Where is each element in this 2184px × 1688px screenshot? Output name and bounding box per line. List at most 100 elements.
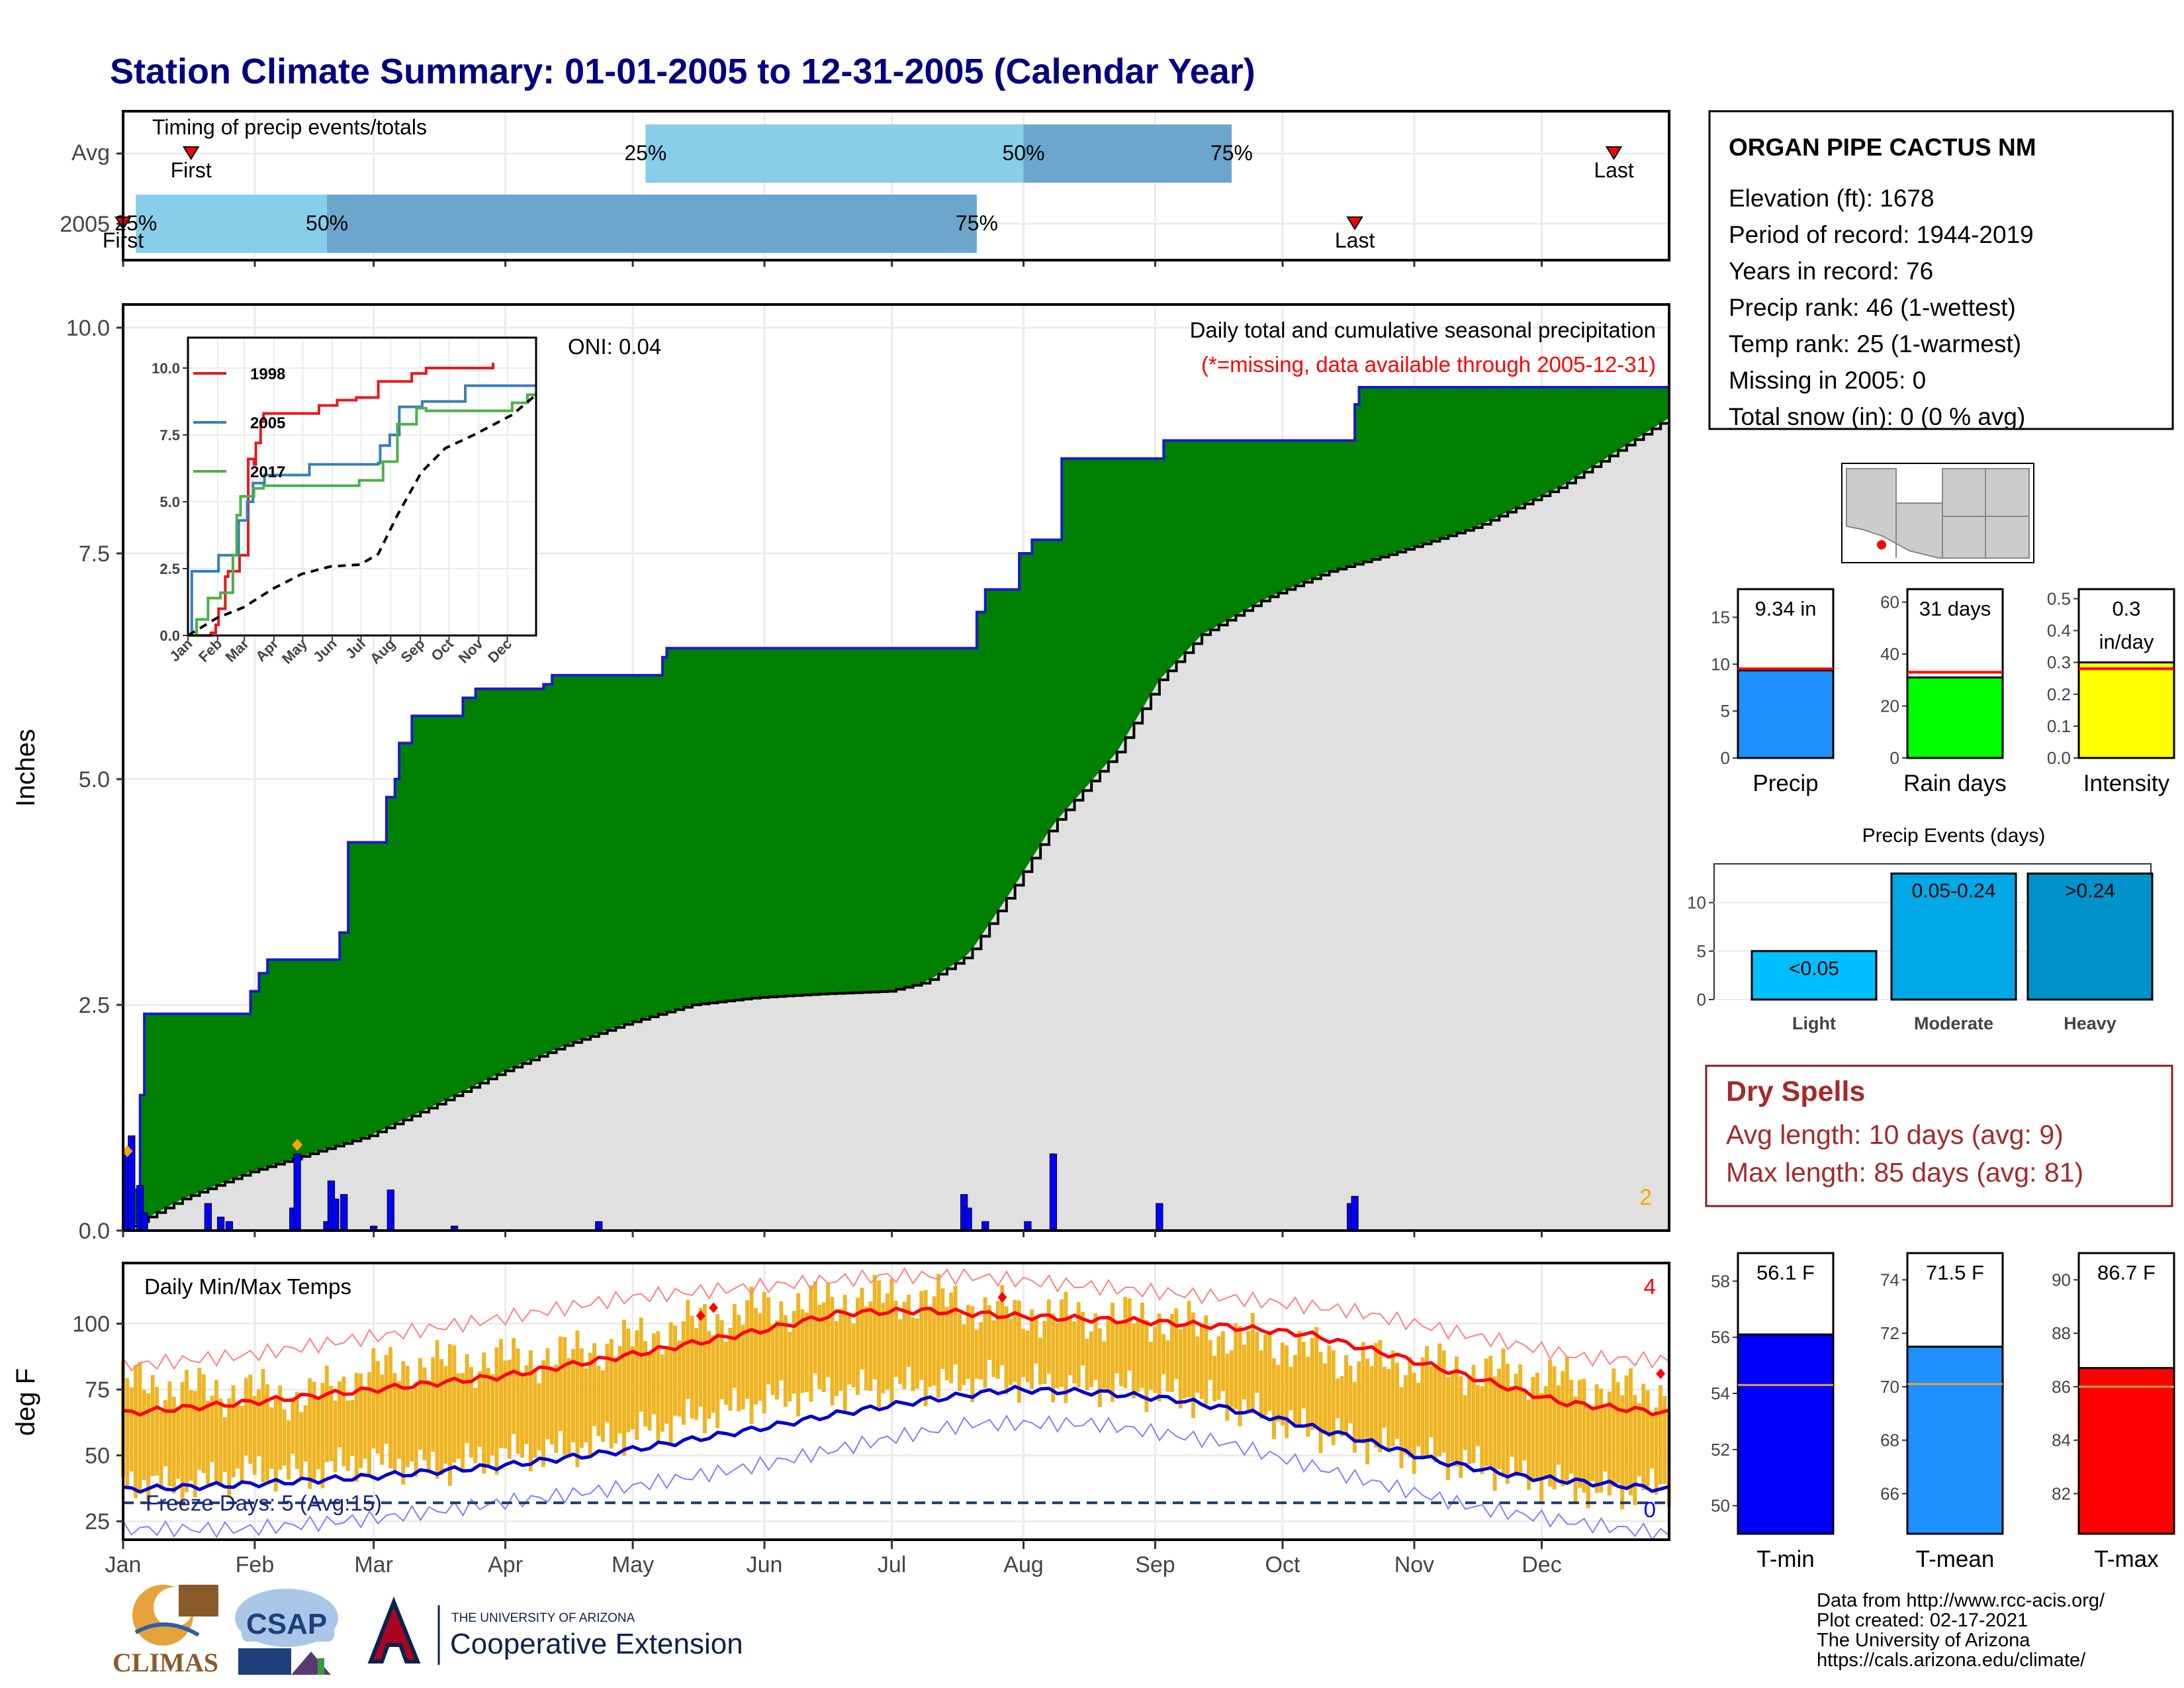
daily-temp-range-bar xyxy=(1322,1363,1327,1432)
timing-last-marker xyxy=(1346,216,1363,230)
daily-temp-range-bar xyxy=(1446,1377,1450,1480)
daily-temp-range-bar xyxy=(1637,1403,1641,1477)
mini-bar-y-tick-label: 0 xyxy=(1721,748,1730,768)
daily-temp-range-bar xyxy=(320,1382,325,1489)
daily-temp-range-bar xyxy=(1111,1303,1115,1402)
daily-temp-range-bar xyxy=(1132,1323,1136,1399)
record-high-marker xyxy=(1656,1368,1666,1380)
daily-temp-range-bar xyxy=(1191,1312,1195,1419)
inset-legend-label: 1998 xyxy=(250,365,285,383)
inset-frame xyxy=(187,336,537,637)
record-high-marker xyxy=(709,1302,719,1313)
daily-temp-range-bar xyxy=(554,1364,559,1453)
mini-bar-y-tick-label: 54 xyxy=(1711,1383,1730,1403)
timing-bar-50-75 xyxy=(1023,124,1232,183)
daily-temp-range-bar xyxy=(1510,1386,1514,1457)
precip-y-tick-label: 5.0 xyxy=(79,767,110,792)
daily-temp-range-bar xyxy=(1578,1380,1582,1488)
daily-temp-range-bar xyxy=(236,1404,240,1469)
daily-temp-range-bar xyxy=(1327,1345,1332,1437)
daily-temp-range-bar xyxy=(635,1330,639,1440)
mini-bar-category-label: Precip xyxy=(1752,771,1818,796)
freeze-days-label: Freeze Days: 5 (Avg:15) xyxy=(146,1491,382,1515)
daily-temp-range-bar xyxy=(1492,1376,1497,1491)
daily-temp-range-bar xyxy=(826,1282,831,1378)
daily-temp-range-bar xyxy=(1369,1366,1374,1440)
daily-temp-range-bar xyxy=(1624,1375,1629,1490)
csap-logo: CSAP xyxy=(235,1589,338,1675)
daily-temp-range-bar xyxy=(1148,1342,1153,1390)
daily-precip-bar xyxy=(1049,1153,1058,1231)
daily-temp-range-bar xyxy=(396,1381,401,1459)
daily-temp-range-bar xyxy=(813,1281,817,1374)
daily-temp-range-bar xyxy=(1539,1393,1544,1503)
daily-temp-range-bar xyxy=(834,1321,839,1397)
timing-first-label: First xyxy=(171,158,212,182)
dry-spells-title: Dry Spells xyxy=(1726,1076,1865,1107)
temp-series-line xyxy=(122,1306,1670,1417)
daily-temp-range-bar xyxy=(1204,1315,1208,1405)
precip-y-tick-label: 10.0 xyxy=(66,316,110,341)
daily-temp-range-bar xyxy=(265,1384,269,1481)
precip-event-category-label: Light xyxy=(1792,1013,1836,1033)
daily-temp-range-bar xyxy=(1582,1378,1586,1493)
timing-bar-25-50 xyxy=(136,195,328,253)
daily-temp-range-bar xyxy=(864,1306,868,1391)
climas-logo: CLIMAS xyxy=(113,1585,218,1677)
daily-temp-range-bar xyxy=(1548,1360,1552,1487)
daily-temp-range-bar xyxy=(201,1374,206,1474)
daily-temp-range-bar xyxy=(125,1378,130,1488)
mini-bar-y-tick-label: 88 xyxy=(2052,1323,2071,1343)
daily-temp-range-bar xyxy=(490,1374,495,1456)
daily-precip-bar xyxy=(332,1198,340,1231)
daily-temp-range-bar xyxy=(1259,1350,1263,1419)
daily-temp-range-bar xyxy=(240,1405,244,1483)
daily-temp-range-bar xyxy=(1390,1350,1395,1447)
inset-legend-label: 2017 xyxy=(250,463,285,481)
dry-spells-avg: Avg length: 10 days (avg: 9) xyxy=(1726,1119,2064,1150)
daily-temp-range-bar xyxy=(1463,1395,1467,1450)
daily-temp-range-bar xyxy=(647,1354,652,1430)
timing-p75-label: 75% xyxy=(956,211,998,235)
daily-temp-range-bar xyxy=(1115,1321,1119,1374)
daily-temp-range-bar xyxy=(877,1280,882,1408)
daily-temp-range-bar xyxy=(987,1305,991,1360)
daily-temp-range-bar xyxy=(563,1336,567,1455)
daily-temp-range-bar xyxy=(244,1378,248,1456)
daily-temp-range-bar xyxy=(1420,1357,1425,1458)
daily-temp-range-bar xyxy=(341,1376,346,1467)
daily-temp-range-bar xyxy=(893,1300,898,1378)
footer-line: Plot created: 02-17-2021 xyxy=(1817,1610,2028,1631)
daily-temp-range-bar xyxy=(197,1368,202,1470)
daily-temp-range-bar xyxy=(754,1307,758,1405)
daily-temp-range-bar xyxy=(1514,1374,1518,1476)
daily-temp-range-bar xyxy=(1310,1337,1314,1430)
daily-temp-range-bar xyxy=(668,1322,673,1443)
daily-temp-range-bar xyxy=(1123,1297,1128,1389)
daily-temp-range-bar xyxy=(1336,1378,1340,1419)
daily-temp-range-bar xyxy=(788,1331,792,1402)
daily-temp-range-bar xyxy=(1030,1309,1034,1389)
daily-temp-range-bar xyxy=(1097,1328,1102,1407)
daily-temp-range-bar xyxy=(520,1374,524,1458)
month-tick-label: Feb xyxy=(236,1552,275,1577)
timing-p50-label: 50% xyxy=(1003,141,1045,165)
precip-event-category-label: Heavy xyxy=(2064,1013,2116,1033)
ua-small-text: THE UNIVERSITY OF ARIZONA xyxy=(451,1611,635,1625)
daily-temp-range-bar xyxy=(796,1293,801,1417)
daily-temp-range-bar xyxy=(1276,1364,1281,1422)
daily-temp-range-bar xyxy=(146,1393,151,1501)
daily-temp-range-bar xyxy=(1021,1329,1026,1378)
daily-temp-range-bar xyxy=(299,1412,304,1478)
mini-bar-y-tick-label: 15 xyxy=(1711,608,1730,628)
daily-temp-range-bar xyxy=(567,1358,571,1454)
precip-average-area xyxy=(123,418,1669,1231)
daily-temp-range-bar xyxy=(575,1330,580,1468)
mini-bar-y-tick-label: 72 xyxy=(1880,1323,1899,1343)
daily-temp-range-bar xyxy=(227,1398,232,1496)
daily-temp-range-bar xyxy=(1106,1317,1111,1390)
daily-temp-range-bar xyxy=(1234,1323,1238,1409)
daily-temp-range-bar xyxy=(885,1293,889,1390)
inset-y-tick-label: 2.5 xyxy=(159,561,180,577)
